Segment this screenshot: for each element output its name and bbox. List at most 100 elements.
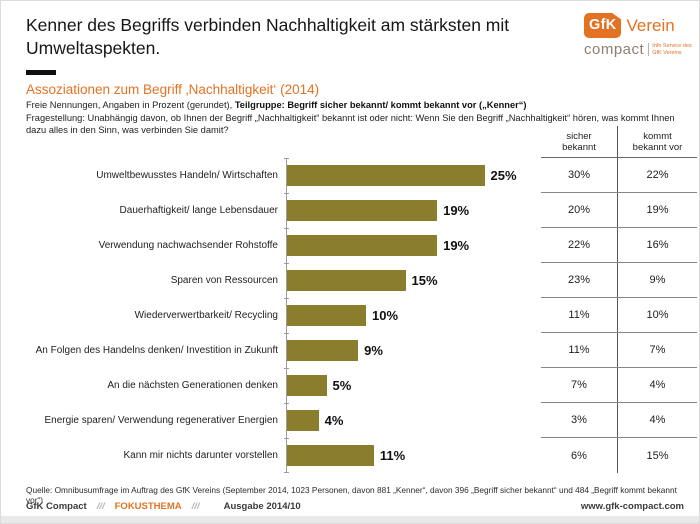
cell-kommt-bekannt-vor: 10%	[617, 298, 697, 332]
chart-row: Kann mir nichts darunter vorstellen 11% …	[26, 438, 697, 473]
bar	[287, 235, 438, 256]
logo-tagline: Info Service des GfK Vereins	[648, 42, 692, 57]
bar-value-label: 19%	[443, 203, 470, 218]
chart-row: An Folgen des Handelns denken/ Investiti…	[26, 333, 697, 368]
title-underline-dash	[26, 70, 56, 75]
bar-track: 9%	[284, 333, 541, 368]
chart-row: Energie sparen/ Verwendung regenerativer…	[26, 403, 697, 438]
chart-rows: Umweltbewusstes Handeln/ Wirtschaften 25…	[26, 158, 697, 473]
table-header: sicher bekannt kommt bekannt vor	[541, 126, 697, 158]
footer-bar: GfK Compact /// FOKUSTHEMA /// Ausgabe 2…	[26, 501, 684, 512]
bar-value-label: 11%	[379, 448, 406, 463]
cell-sicher-bekannt: 23%	[567, 274, 591, 286]
footer-issue: Ausgabe 2014/10	[223, 501, 301, 512]
chart-row: Dauerhaftigkeit/ lange Lebensdauer 19% 2…	[26, 193, 697, 228]
logo-top-row: GfK Verein	[584, 13, 696, 38]
bar-value-label: 25%	[490, 168, 517, 183]
bar-value-label: 9%	[364, 343, 383, 358]
page-title: Kenner des Begriffs verbinden Nachhaltig…	[26, 15, 510, 59]
bar-track: 10%	[284, 298, 541, 333]
category-label: Wiederverwertbarkeit/ Recycling	[134, 310, 278, 321]
bar-track: 4%	[284, 403, 541, 438]
bottom-strip	[1, 516, 699, 523]
bar	[287, 410, 319, 431]
cell-kommt-bekannt-vor: 9%	[617, 263, 697, 297]
table-row: 7% 4%	[541, 368, 697, 403]
chart-row: An die nächsten Generationen denken 5% 7…	[26, 368, 697, 403]
table-row: 11% 10%	[541, 298, 697, 333]
chart-row: Verwendung nachwachsender Rohstoffe 19% …	[26, 228, 697, 263]
category-label: An Folgen des Handelns denken/ Investiti…	[35, 345, 278, 356]
bar-value-label: 15%	[411, 273, 438, 288]
table-row: 23% 9%	[541, 263, 697, 298]
bar	[287, 375, 327, 396]
table-row: 20% 19%	[541, 193, 697, 228]
bar	[287, 305, 366, 326]
logo-verein-text: Verein	[626, 15, 675, 35]
chart-row: Wiederverwertbarkeit/ Recycling 10% 11% …	[26, 298, 697, 333]
category-label: Umweltbewusstes Handeln/ Wirtschaften	[96, 170, 278, 181]
source-note: Quelle: Omnibusumfrage im Auftrag des Gf…	[26, 485, 677, 505]
cell-sicher-bekannt: 11%	[568, 309, 590, 321]
category-label: Energie sparen/ Verwendung regenerativer…	[44, 415, 279, 426]
footer-brand: GfK Compact	[26, 501, 87, 512]
cell-sicher-bekannt: 7%	[571, 379, 587, 391]
category-label: Dauerhaftigkeit/ lange Lebensdauer	[119, 205, 278, 216]
bar-value-label: 10%	[372, 308, 399, 323]
cell-kommt-bekannt-vor: 4%	[617, 368, 697, 402]
cell-kommt-bekannt-vor: 7%	[617, 333, 697, 367]
bar	[287, 340, 359, 361]
cell-sicher-bekannt: 20%	[567, 204, 591, 216]
bar	[287, 445, 374, 466]
cell-sicher-bekannt: 30%	[567, 169, 591, 181]
chart-title: Assoziationen zum Begriff ‚Nachhaltigkei…	[26, 82, 320, 97]
cell-sicher-bekannt: 11%	[568, 344, 590, 356]
bar-track: 19%	[284, 193, 541, 228]
subtitle-normal: Freie Nennungen, Angaben in Prozent (ger…	[26, 100, 235, 110]
cell-sicher-bekannt: 3%	[571, 414, 587, 426]
survey-question: Fragestellung: Unabhängig davon, ob Ihne…	[26, 113, 675, 136]
bar-track: 25%	[284, 158, 541, 193]
footer-separator-icon: ///	[96, 501, 105, 512]
bar-value-label: 19%	[443, 238, 470, 253]
bar-track: 19%	[284, 228, 541, 263]
bar-track: 15%	[284, 263, 541, 298]
table-row: 6% 15%	[541, 438, 697, 473]
column-header-kommt-label: kommt bekannt vor	[632, 131, 683, 154]
category-label: Kann mir nichts darunter vorstellen	[123, 450, 278, 461]
footer-separator-icon: ///	[191, 501, 200, 512]
category-label: An die nächsten Generationen denken	[107, 380, 278, 391]
bar-value-label: 4%	[324, 413, 344, 428]
bar-value-label: 5%	[332, 378, 352, 393]
cell-kommt-bekannt-vor: 16%	[617, 228, 697, 262]
column-header-kommt-bekannt-vor: kommt bekannt vor	[617, 126, 697, 157]
logo-compact-text: compact	[584, 41, 645, 58]
cell-sicher-bekannt: 6%	[571, 449, 587, 462]
footer-focus-theme: FOKUSTHEMA	[114, 501, 182, 512]
category-label: Sparen von Ressourcen	[170, 275, 278, 286]
cell-sicher-bekannt: 22%	[567, 239, 591, 251]
column-header-sicher-bekannt: sicher bekannt	[562, 131, 596, 154]
cell-kommt-bekannt-vor: 19%	[617, 193, 697, 227]
footer-website-link[interactable]: www.gfk-compact.com	[580, 501, 684, 512]
bar-track: 11%	[284, 438, 541, 473]
chart-subtitle: Freie Nennungen, Angaben in Prozent (ger…	[26, 100, 527, 110]
category-label: Verwendung nachwachsender Rohstoffe	[98, 240, 278, 251]
cell-kommt-bekannt-vor: 4%	[617, 403, 697, 437]
bar-track: 5%	[284, 368, 541, 403]
gfk-verein-logo: GfK Verein compact Info Service des GfK …	[584, 13, 696, 58]
table-row: 11% 7%	[541, 333, 697, 368]
table-row: 22% 16%	[541, 228, 697, 263]
table-row: 3% 4%	[541, 403, 697, 438]
bar	[287, 165, 485, 186]
cell-kommt-bekannt-vor: 15%	[617, 438, 697, 473]
table-row: 30% 22%	[541, 158, 697, 193]
gfk-logo-icon: GfK	[584, 13, 622, 38]
cell-kommt-bekannt-vor: 22%	[617, 158, 697, 192]
bar	[287, 270, 406, 291]
logo-bottom-row: compact Info Service des GfK Vereins	[584, 41, 696, 58]
bar	[287, 200, 438, 221]
subtitle-subgroup: Teilgruppe: Begriff sicher bekannt/ komm…	[234, 100, 527, 110]
chart-row: Sparen von Ressourcen 15% 23% 9%	[26, 263, 697, 298]
